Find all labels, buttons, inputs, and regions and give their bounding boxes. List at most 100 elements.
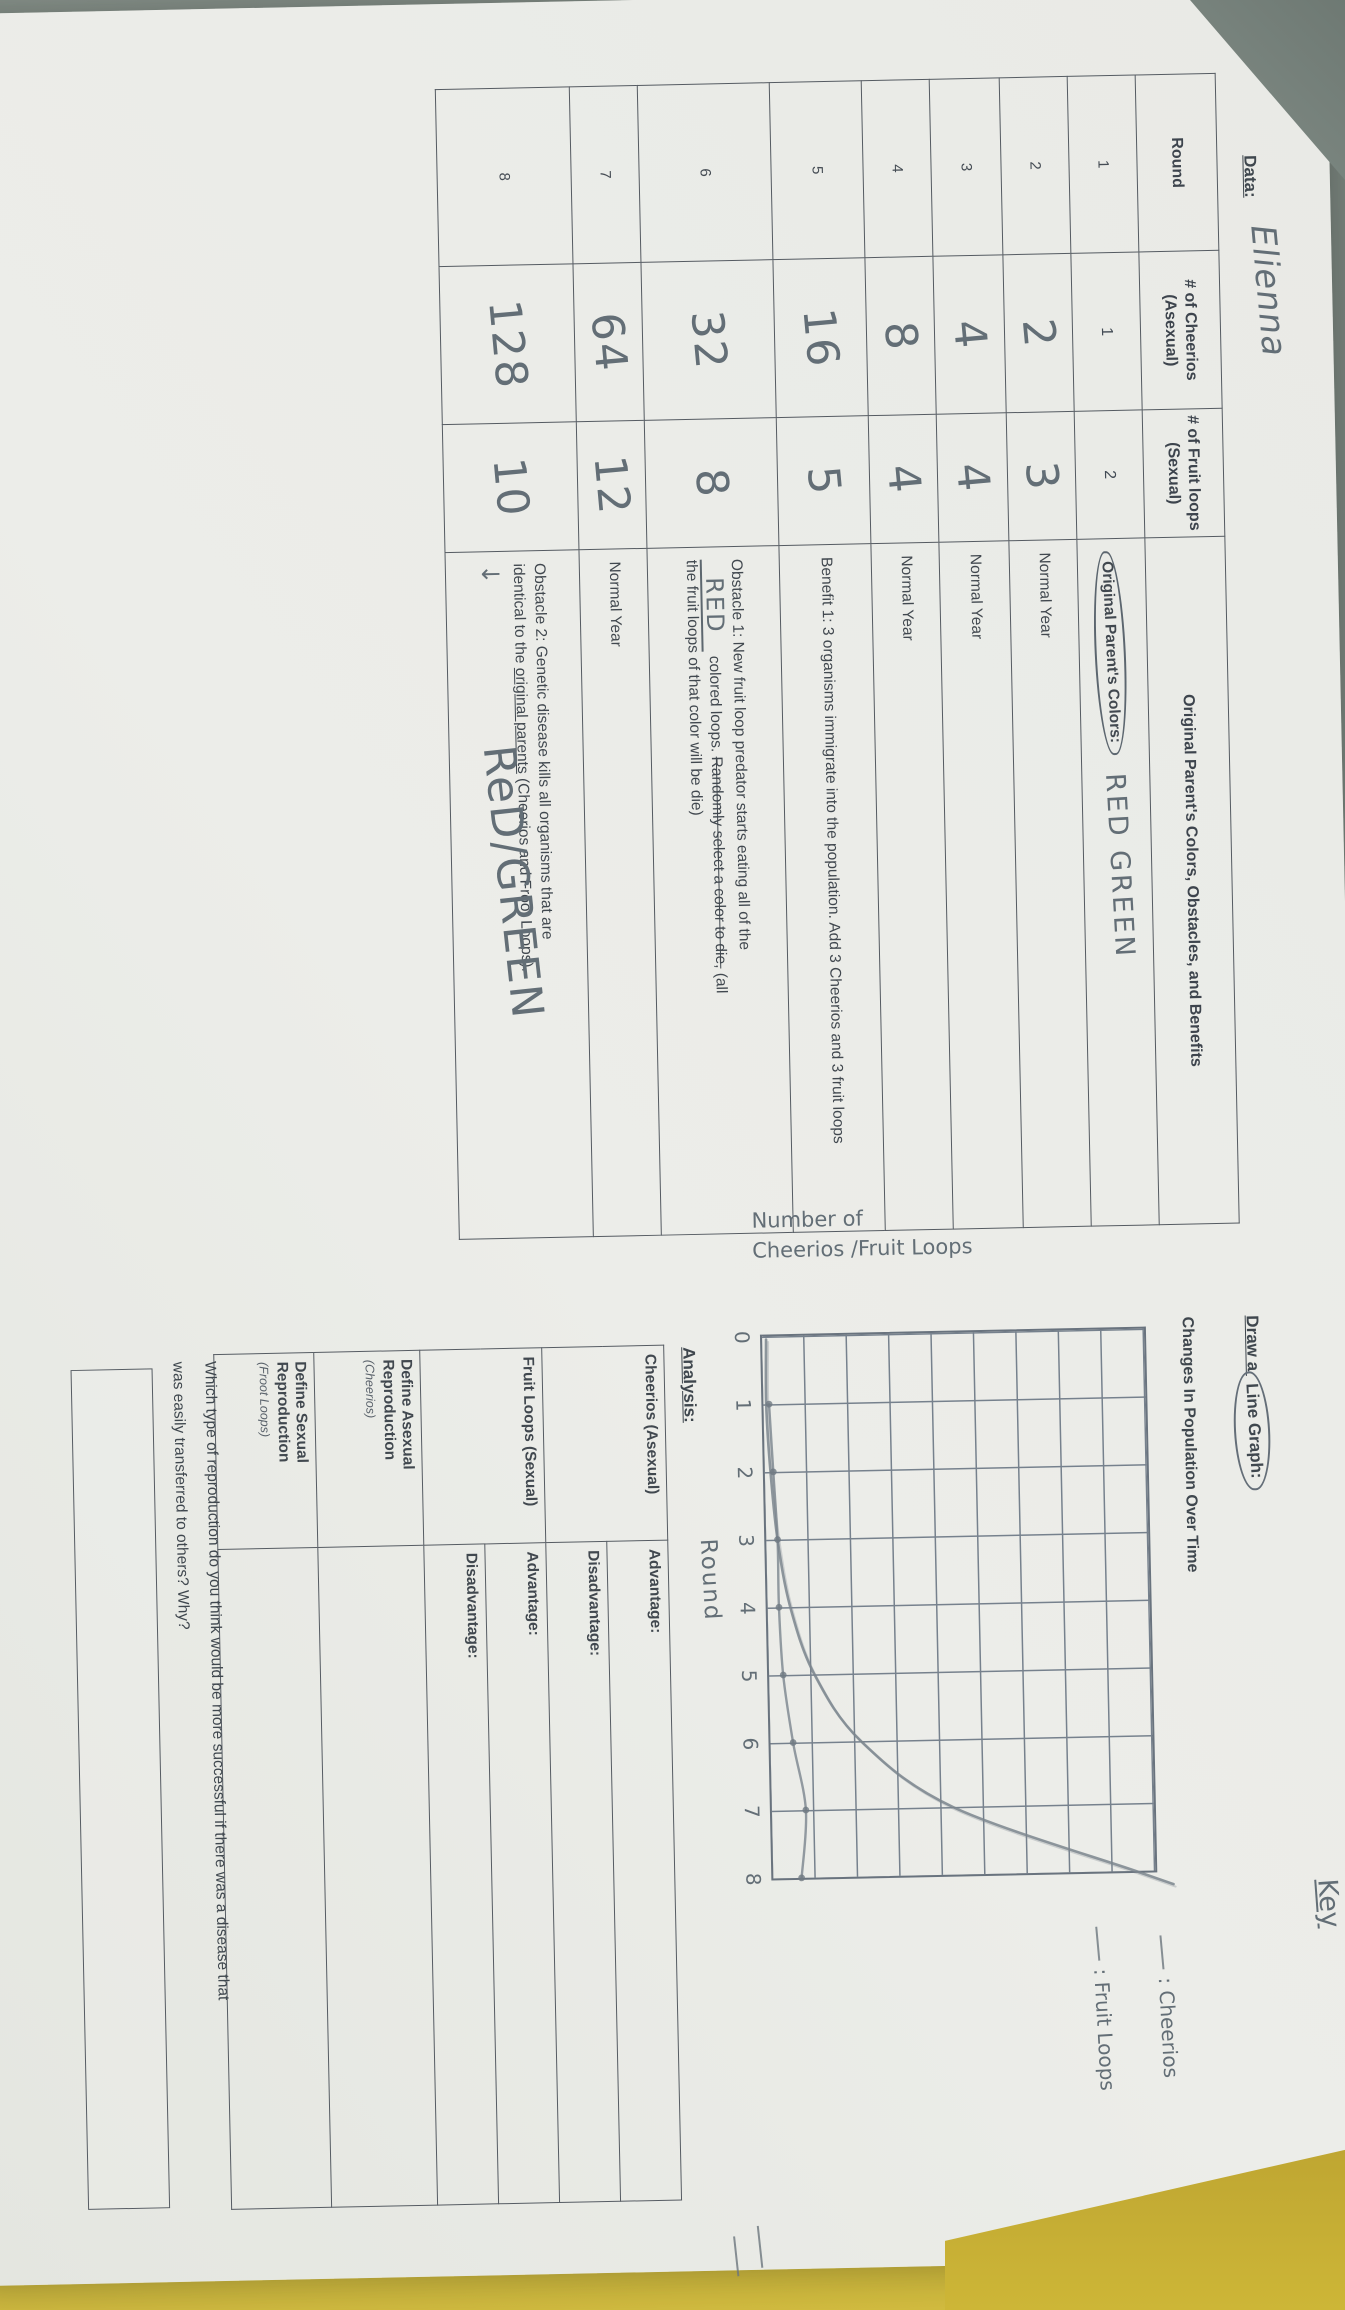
x-axis-label-text: Round	[694, 1538, 726, 1623]
hand-circle-annotation: Line Graph:	[1230, 1370, 1274, 1493]
obstacle1-after-blank: colored loops.	[705, 655, 725, 753]
fruitloops-data-point	[765, 1400, 773, 1408]
x-tick-label: 3	[734, 1533, 759, 1548]
graph-title-lead: Draw a	[1242, 1315, 1263, 1376]
x-tick-label: 2	[732, 1466, 757, 1480]
notes-cell: Normal Year	[578, 548, 662, 1237]
define-sexual-label: Define Sexual Reproduction (Froot Loops)	[213, 1352, 318, 1550]
stray-pencil-mark	[756, 2225, 764, 2268]
notes-cell: Normal Year	[938, 540, 1024, 1230]
population-curves	[764, 1338, 1177, 1888]
fruitloops-handwriting: 10	[482, 454, 539, 520]
notes-cell: Original Parent's Colors: RED GREEN	[1076, 537, 1160, 1227]
cheerios-cell: 1	[1070, 251, 1143, 412]
key-item-cheerios: : Cheerios	[1153, 1976, 1184, 2079]
key-swatch-fruitloops	[1095, 1926, 1101, 1961]
fruitloops-handwriting: 12	[583, 452, 640, 518]
x-tick-label: 8	[741, 1872, 766, 1886]
obstacle1-text: Obstacle 1: New fruit loop predator star…	[646, 545, 794, 1236]
define-asexual-label: Define Asexual Reproduction (Cheerios)	[313, 1350, 424, 1548]
analysis-table: Cheerios (Asexual) Advantage: Disadvanta…	[213, 1345, 682, 2210]
original-colors-handwriting: RED GREEN	[1098, 772, 1141, 961]
col-header-cheerios: # of Cheerios (Asexual)	[1138, 250, 1223, 410]
fruitloops-data-point	[775, 1603, 783, 1611]
fruitloops-handwriting: 5	[796, 463, 851, 498]
x-axis-ticks: 0 1 2 3 4 5 6 7 8	[724, 1331, 766, 1896]
graph-grid	[759, 1326, 1177, 1888]
x-tick-label: 0	[729, 1330, 755, 1344]
round-cell: 5	[769, 80, 865, 260]
date-label: Data:	[1240, 154, 1261, 198]
fruitloops-data-point	[798, 1874, 806, 1882]
define-sexual-sub: (Froot Loops)	[256, 1361, 272, 1438]
fruitloops-cell: 2	[1074, 409, 1145, 540]
cheerios-handwriting: 64	[580, 309, 637, 375]
graph-subtitle: Changes In Population Over Time	[1178, 1316, 1202, 1573]
round-cell: 4	[861, 79, 933, 258]
col-header-notes: Original Parent's Colors, Obstacles, and…	[1144, 536, 1240, 1225]
fruitloops-handwriting: 4	[945, 460, 1000, 495]
benefit1-text: Benefit 1: 3 organisms immigrate into th…	[778, 543, 886, 1233]
cheerios-handwriting: 32	[680, 307, 737, 373]
define-sexual-text: Define Sexual Reproduction	[273, 1361, 311, 1464]
define-asexual-answer-cell	[317, 1545, 438, 2208]
original-colors-label: Original Parent's Colors:	[1089, 550, 1131, 756]
define-asexual-sub: (Cheerios)	[362, 1359, 378, 1419]
fruitloops-data-point	[789, 1739, 797, 1746]
key-item-fruitloops: : Fruit Loops	[1089, 1967, 1120, 2092]
round-cell: 7	[569, 85, 641, 264]
cheerios-handwriting: 8	[873, 318, 928, 354]
population-data-table: Round # of Cheerios (Asexual) # of Fruit…	[435, 73, 1240, 1240]
obstacle1-lead: Obstacle 1: New fruit loop predator star…	[727, 558, 754, 951]
define-sexual-answer-cell	[217, 1547, 332, 2210]
x-tick-label: 7	[739, 1804, 765, 1819]
down-arrow-handwriting: ↓	[475, 563, 505, 585]
y-axis-label-line1: Number of	[751, 1206, 864, 1233]
round-cell: 1	[1067, 74, 1139, 254]
analysis-heading: Analysis:	[679, 1346, 700, 1423]
answer-box	[70, 1368, 171, 2210]
round-cell: 8	[435, 86, 573, 267]
round-cell: 3	[929, 77, 1003, 257]
table-row: 8 128 10 Obstacle 2: Genetic disease kil…	[435, 86, 594, 1240]
fruitloops-data-point	[769, 1468, 777, 1476]
y-axis-label: Number of Cheerios /Fruit Loops	[741, 1199, 1082, 1263]
col-header-fruitloops: # of Fruit loops (Sexual)	[1142, 408, 1225, 538]
fruitloops-handwriting: 4	[876, 461, 931, 497]
x-tick-label: 6	[738, 1737, 763, 1751]
fruitloops-data-point	[779, 1671, 787, 1679]
y-axis-label-line2: Cheerios /Fruit Loops	[751, 1234, 973, 1264]
cheerios-handwriting: 128	[478, 297, 538, 392]
key-title: Key	[1311, 1877, 1345, 1929]
x-axis-label: Round	[694, 1538, 726, 1623]
obstacle1-handwritten-color: RED	[700, 559, 729, 652]
cheerios-handwriting: 16	[792, 305, 849, 370]
notes-cell: Normal Year	[870, 542, 954, 1231]
fruitloops-data-point	[774, 1536, 781, 1543]
col-header-round: Round	[1135, 73, 1219, 252]
cheerios-handwriting: 2	[1011, 315, 1066, 351]
key-swatch-cheerios	[1159, 1935, 1165, 1970]
table-row: 6 32 8 Obstacle 1: New fruit loop predat…	[637, 82, 794, 1236]
analysis-label-cheerios: Cheerios (Asexual)	[541, 1345, 668, 1543]
fruitloops-data-point	[802, 1806, 810, 1814]
define-asexual-text: Define Asexual Reproduction	[379, 1358, 417, 1470]
x-tick-label: 4	[735, 1601, 760, 1615]
round-cell: 6	[637, 82, 773, 263]
obstacle1-struck-text: Randomly select a color to die,	[707, 756, 729, 969]
x-tick-label: 5	[736, 1669, 762, 1683]
notes-cell: Normal Year	[1008, 539, 1092, 1228]
graph-title: Draw a Line Graph:	[1230, 1315, 1274, 1493]
x-tick-label: 1	[731, 1398, 756, 1412]
analysis-label-fruitloops: Fruit Loops (Sexual)	[419, 1347, 546, 1546]
fruitloops-handwriting: 3	[1014, 458, 1069, 494]
round-cell: 2	[999, 76, 1071, 255]
graph-title-circled: Line Graph:	[1242, 1383, 1267, 1480]
cheerios-handwriting: 4	[942, 317, 997, 352]
student-name-handwriting: Elienna	[1242, 223, 1295, 359]
stray-pencil-mark	[733, 2236, 740, 2277]
fruitloops-handwriting: 8	[684, 465, 739, 501]
final-question-line2: was easily transferred to others? Why?	[169, 1361, 192, 1630]
